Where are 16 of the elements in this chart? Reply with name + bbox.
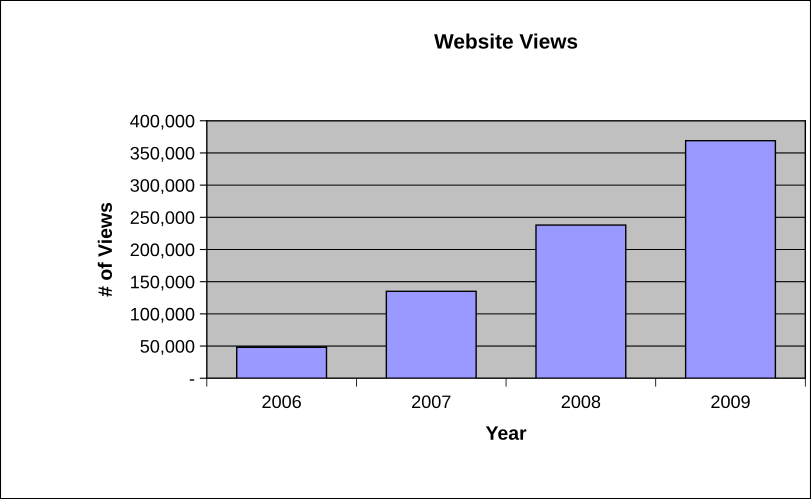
x-tick-label: 2007: [412, 395, 450, 408]
x-axis-title: Year: [486, 426, 526, 440]
y-tick-label: 200,000: [130, 243, 194, 258]
x-tick-label: 2006: [262, 395, 301, 408]
y-tick-label: 250,000: [130, 211, 194, 226]
y-tick-label: 50,000: [140, 340, 194, 355]
y-tick-label: 100,000: [131, 308, 194, 323]
x-tick-label: 2008: [562, 395, 600, 408]
x-tick-label: 2009: [711, 395, 750, 408]
y-tick-label: 350,000: [130, 146, 194, 162]
y-tick-label: 400,000: [130, 114, 194, 130]
y-axis-title: # of Views: [98, 202, 112, 297]
y-tick-label: 150,000: [131, 276, 194, 291]
y-tick-label: -: [190, 379, 194, 381]
chart-title: Website Views: [434, 33, 578, 49]
y-tick-label: 300,000: [130, 179, 194, 194]
